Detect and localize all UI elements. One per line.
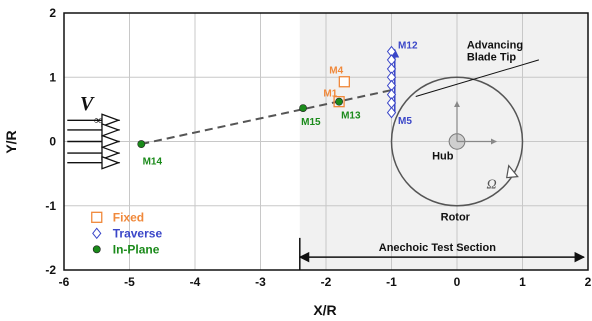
test-section-label: Anechoic Test Section [379, 242, 496, 254]
fixed-mic-marker-m1 [333, 96, 345, 108]
data-points [137, 45, 397, 148]
freestream-arrowhead [101, 134, 121, 149]
point-label: M15 [301, 117, 321, 128]
legend: Fixed Traverse In-Plane [91, 210, 163, 256]
in-plane-mic-marker [137, 140, 146, 148]
omega-label: Ω [486, 177, 496, 192]
y-axis-title: Y/R [3, 130, 19, 153]
freestream-arrowhead [101, 113, 121, 128]
x-tick-label: 0 [454, 275, 461, 289]
point-label: M13 [341, 110, 361, 121]
freestream-arrowhead [101, 123, 121, 137]
legend-label: In-Plane [113, 242, 160, 256]
y-tick-label: 2 [49, 6, 56, 20]
x-tick-label: -5 [124, 275, 135, 289]
freestream-arrowhead [101, 146, 121, 160]
blade-tip-label: Blade Tip [467, 51, 517, 63]
y-tick-label: -2 [45, 263, 56, 277]
legend-marker-fixed [91, 211, 103, 223]
blade-tip-leader [415, 59, 540, 98]
x-tick-label: 2 [585, 275, 592, 289]
x-tick-label: -2 [321, 275, 332, 289]
hub-label: Hub [432, 150, 454, 162]
fixed-mic-marker [338, 76, 350, 88]
rotor-label: Rotor [441, 212, 471, 224]
freestream-arrowhead [101, 155, 121, 170]
legend-label: Fixed [113, 210, 144, 224]
in-plane-mic-marker [335, 97, 343, 106]
x-tick-label: -4 [190, 275, 201, 289]
y-tick-label: 1 [49, 70, 56, 84]
point-label: M14 [143, 157, 163, 168]
x-axis-title: X/R [313, 302, 336, 318]
x-tick-label: -3 [255, 275, 266, 289]
plot-frame [63, 12, 589, 271]
y-tick-label: 0 [49, 135, 56, 149]
legend-marker-in-plane [92, 245, 101, 254]
x-tick-label: -6 [59, 275, 70, 289]
traverse-mic-marker [386, 106, 397, 119]
rotation-arrowhead [506, 164, 519, 179]
point-label: M4 [329, 65, 343, 76]
dashed-sight-line [141, 89, 392, 146]
legend-label: Traverse [113, 226, 163, 240]
rotor-disk [390, 76, 524, 207]
point-label: M5 [398, 116, 412, 127]
x-tick-label: -1 [386, 275, 397, 289]
in-plane-mic-marker [299, 104, 307, 112]
freestream-arrows [67, 113, 121, 170]
legend-marker-traverse [92, 227, 102, 240]
freestream-subscript: ∞ [94, 113, 103, 127]
axis-ticks: -6 -5 -4 -3 -2 -1 0 1 2 -2 -1 0 1 2 [45, 6, 591, 289]
blade-tip-label: Advancing [467, 39, 523, 51]
freestream-label: V [80, 93, 95, 115]
point-labels: M4 M1 M13 M15 M14 M12 M5 [143, 40, 418, 167]
x-tick-label: 1 [519, 275, 526, 289]
y-tick-label: -1 [45, 199, 56, 213]
point-label: M1 [323, 89, 337, 100]
point-label: M12 [398, 40, 418, 51]
